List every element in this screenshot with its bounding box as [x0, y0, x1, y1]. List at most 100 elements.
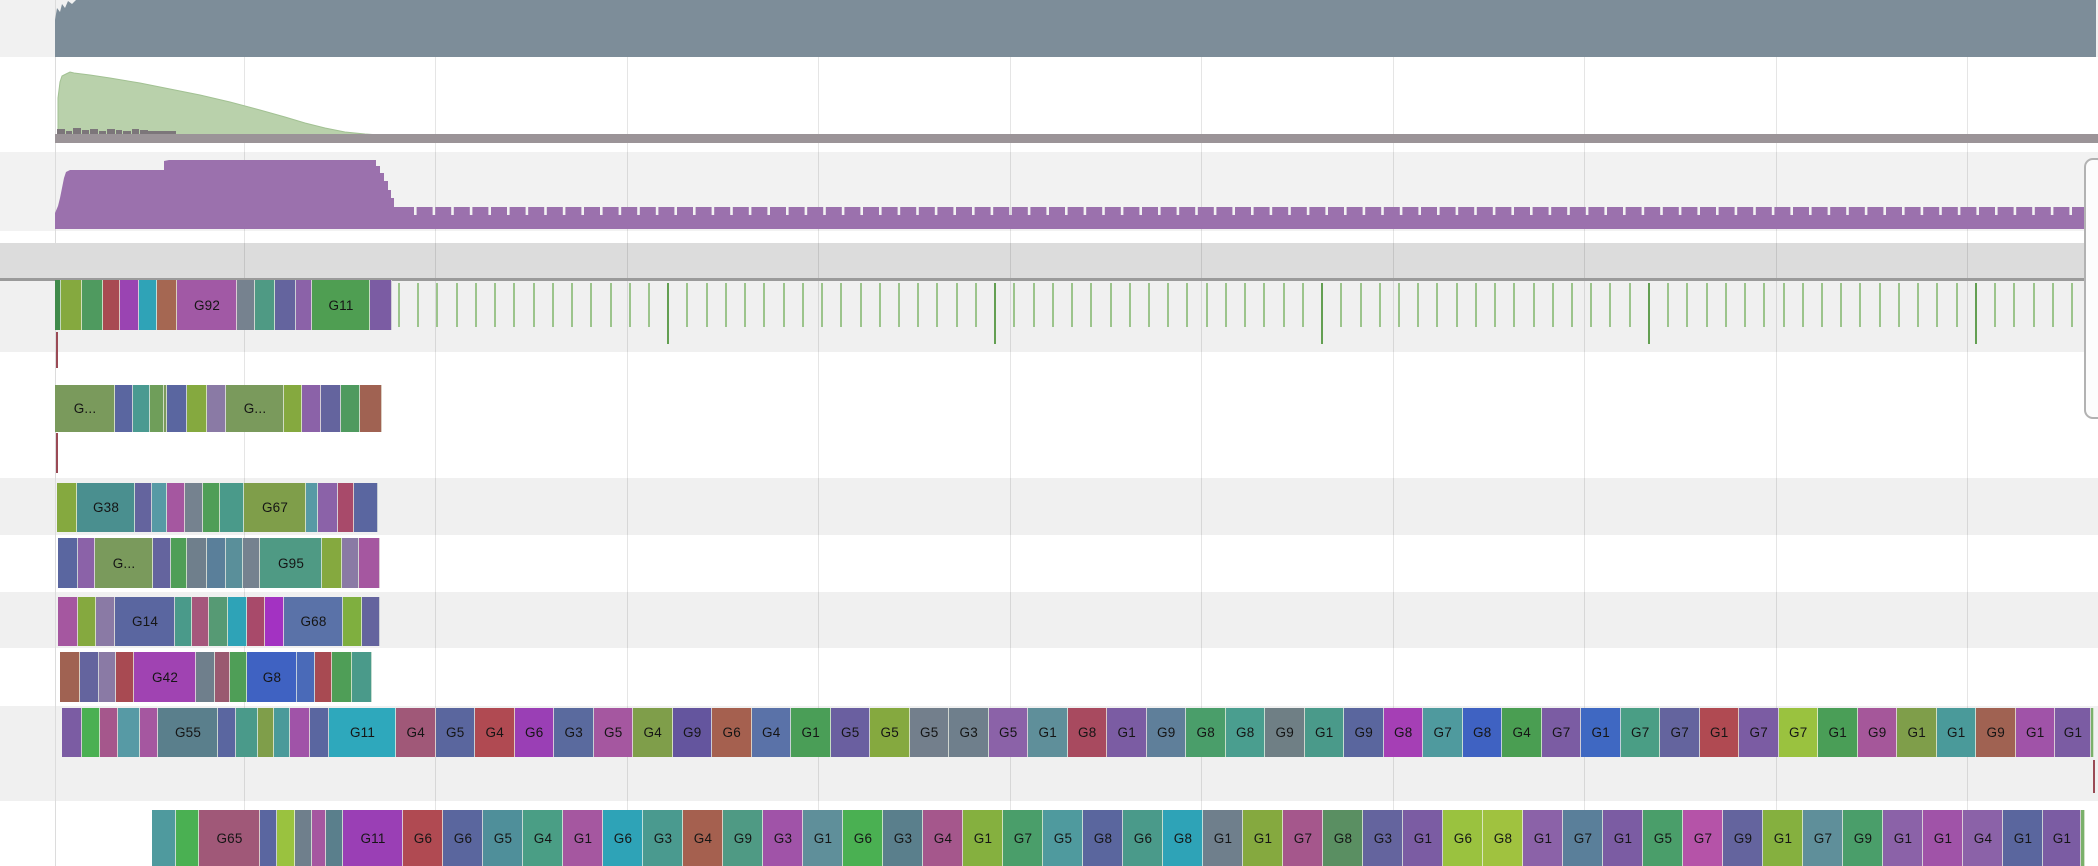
gpu-area-chart-bar[interactable] [677, 207, 693, 215]
span-segment-g1[interactable]: G1 [1304, 708, 1344, 757]
gpu-area-chart-bar[interactable] [1458, 207, 1475, 215]
span-segment[interactable] [196, 652, 215, 702]
span-segment[interactable] [58, 597, 78, 646]
span-segment[interactable] [203, 483, 220, 532]
span-segment[interactable] [265, 597, 284, 646]
span-segment[interactable] [370, 280, 392, 330]
span-segment[interactable] [321, 385, 341, 432]
span-segment-g9[interactable]: G9 [1857, 708, 1897, 757]
span-segment-g5[interactable]: G5 [483, 810, 523, 866]
span-segment[interactable] [80, 652, 99, 702]
gpu-area-chart-bar[interactable] [863, 207, 879, 215]
gpu-area-chart-bar[interactable] [1551, 207, 1568, 215]
span-segment[interactable] [171, 538, 187, 588]
span-segment[interactable] [318, 483, 338, 532]
span-segment-g3[interactable]: G3 [763, 810, 803, 866]
gpu-area-chart-bar[interactable] [2072, 207, 2088, 215]
span-segment[interactable] [78, 597, 96, 646]
span-segment-g7[interactable]: G7 [1283, 810, 1323, 866]
span-segment[interactable] [218, 708, 236, 757]
gpu-area-chart-bar[interactable] [1867, 207, 1884, 215]
gpu-area-chart-bar[interactable] [1886, 207, 1902, 215]
span-segment-g4[interactable]: G4 [396, 708, 436, 757]
gpu-area-chart-bar[interactable] [1328, 207, 1344, 215]
span-segment-g1[interactable]: G1 [803, 810, 843, 866]
span-segment-g3[interactable]: G3 [883, 810, 923, 866]
span-segment-g9[interactable]: G9 [723, 810, 763, 866]
span-segment-g55[interactable]: G55 [158, 708, 218, 757]
span-segment[interactable] [176, 810, 199, 866]
gpu-area-chart-bar[interactable] [881, 207, 898, 215]
gpu-area-chart-bar[interactable] [918, 207, 935, 215]
span-segment[interactable] [2091, 708, 2094, 757]
span-segment-g6[interactable]: G6 [443, 810, 483, 866]
gpu-area-chart-bar[interactable] [658, 207, 675, 215]
scrollbar-thumb[interactable] [2084, 158, 2098, 419]
span-segment[interactable] [360, 385, 382, 432]
span-segment-g[interactable]: G... [55, 385, 115, 432]
span-segment[interactable] [260, 810, 277, 866]
gpu-area-chart-bar[interactable] [1774, 207, 1791, 215]
gpu-area-chart-bar[interactable] [1681, 207, 1698, 215]
span-segment-g8[interactable]: G8 [1067, 708, 1107, 757]
span-segment[interactable] [152, 810, 176, 866]
span-segment[interactable] [185, 483, 203, 532]
span-segment[interactable] [187, 538, 207, 588]
span-segment-g8[interactable]: G8 [1186, 708, 1226, 757]
gpu-area-chart-bar[interactable] [1235, 207, 1251, 215]
gpu-area-chart-bar[interactable] [584, 207, 600, 215]
span-segment[interactable] [354, 483, 378, 532]
gpu-area-chart-bar[interactable] [770, 207, 786, 215]
gpu-area-chart-bar[interactable] [900, 207, 917, 215]
span-segment[interactable] [274, 708, 290, 757]
gpu-area-chart-bar[interactable] [1514, 207, 1530, 215]
gpu-area-chart-bar[interactable] [1979, 207, 1995, 215]
gpu-area-chart-bar[interactable] [1662, 207, 1679, 215]
gpu-area-chart-bar[interactable] [1997, 207, 2014, 215]
span-segment[interactable] [230, 652, 247, 702]
gpu-area-chart-bar[interactable] [788, 207, 805, 215]
span-segment[interactable] [187, 385, 207, 432]
span-segment-g8[interactable]: G8 [1483, 810, 1523, 866]
gpu-area-chart-bar[interactable] [937, 207, 954, 215]
span-segment[interactable] [343, 597, 362, 646]
gpu-area-chart-bar[interactable] [416, 207, 433, 215]
span-segment-g5[interactable]: G5 [593, 708, 633, 757]
span-segment[interactable] [326, 810, 343, 866]
span-segment[interactable] [310, 708, 329, 757]
span-segment-g7[interactable]: G7 [1778, 708, 1818, 757]
span-segment-g5[interactable]: G5 [909, 708, 949, 757]
gpu-area-chart-bar[interactable] [2034, 207, 2051, 215]
span-segment-g8[interactable]: G8 [247, 652, 297, 702]
gpu-area-chart-bar[interactable] [398, 207, 414, 215]
span-segment[interactable] [99, 652, 116, 702]
gpu-area-chart-bar[interactable] [509, 207, 526, 215]
gpu-area-chart-bar[interactable] [1383, 207, 1400, 215]
span-segment[interactable] [236, 708, 258, 757]
span-segment[interactable] [243, 538, 260, 588]
span-segment[interactable] [275, 280, 296, 330]
span-segment[interactable] [341, 385, 360, 432]
span-segment[interactable] [312, 810, 326, 866]
span-segment-g5[interactable]: G5 [870, 708, 910, 757]
span-segment-g4[interactable]: G4 [475, 708, 515, 757]
span-segment[interactable] [58, 538, 78, 588]
span-segment[interactable] [207, 538, 226, 588]
span-segment[interactable] [342, 538, 359, 588]
span-segment-g8[interactable]: G8 [1323, 810, 1363, 866]
span-segment[interactable] [207, 385, 226, 432]
span-segment[interactable] [258, 708, 274, 757]
span-segment-g5[interactable]: G5 [988, 708, 1028, 757]
span-segment-g1[interactable]: G1 [1203, 810, 1243, 866]
gpu-area-chart-bar[interactable] [695, 207, 712, 215]
span-segment[interactable] [315, 652, 332, 702]
span-segment-g1[interactable]: G1 [1897, 708, 1937, 757]
span-segment-g14[interactable]: G14 [115, 597, 175, 646]
span-segment-g92[interactable]: G92 [177, 280, 237, 330]
gpu-area-chart-bar[interactable] [1737, 207, 1754, 215]
span-segment[interactable] [150, 385, 164, 432]
span-segment-g1[interactable]: G1 [1523, 810, 1563, 866]
gpu-area-chart-bar[interactable] [1049, 207, 1065, 215]
span-segment-g4[interactable]: G4 [923, 810, 963, 866]
span-segment-g7[interactable]: G7 [1541, 708, 1581, 757]
